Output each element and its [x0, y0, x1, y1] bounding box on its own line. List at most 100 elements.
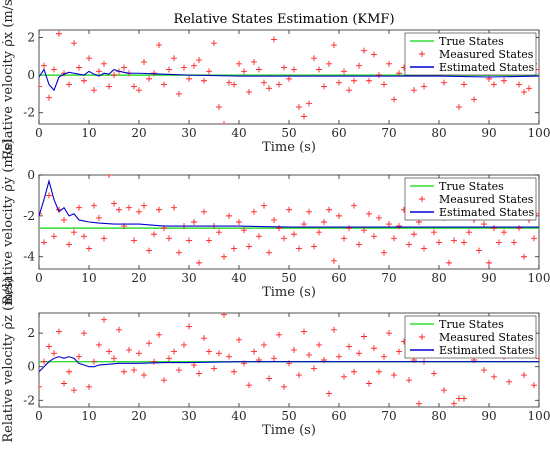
measured-point — [141, 202, 147, 209]
x-tick-label: 100 — [528, 409, 550, 423]
measured-point — [86, 55, 92, 62]
y-tick-label: 2 — [27, 31, 35, 45]
measured-point — [381, 249, 387, 256]
x-tick-label: 70 — [381, 409, 396, 423]
measured-point — [341, 373, 347, 380]
measured-point — [296, 372, 302, 379]
measured-point — [196, 57, 202, 64]
measured-point — [506, 378, 512, 385]
measured-point — [441, 387, 447, 394]
measured-point — [211, 40, 217, 47]
x-tick-label: 30 — [181, 409, 196, 423]
measured-point — [346, 225, 352, 232]
measured-point — [251, 208, 257, 215]
measured-point — [121, 64, 127, 71]
measured-point — [366, 380, 372, 387]
y-tick-label: -2 — [23, 106, 35, 120]
measured-point — [161, 377, 167, 384]
measured-point — [376, 214, 382, 221]
x-tick-label: 90 — [481, 126, 496, 140]
legend-box — [404, 315, 537, 359]
measured-point — [216, 104, 222, 111]
measured-point — [141, 372, 147, 379]
measured-point — [246, 89, 252, 96]
estimated-states-line — [39, 356, 539, 373]
measured-point — [41, 358, 47, 365]
measured-point — [81, 77, 87, 84]
measured-point — [51, 233, 57, 240]
measured-point — [286, 206, 292, 213]
measured-point — [76, 353, 82, 360]
y-axis-label: Relative velocity ρ̇x (m/s) — [1, 0, 16, 160]
measured-point — [326, 60, 332, 67]
x-tick-label: 60 — [331, 271, 346, 285]
measured-point — [356, 62, 362, 69]
measured-point — [461, 81, 467, 88]
measured-point — [196, 259, 202, 266]
measured-point — [406, 241, 412, 248]
measured-point — [156, 331, 162, 338]
measured-point — [161, 81, 167, 88]
measured-point — [91, 87, 97, 94]
measured-point — [156, 206, 162, 213]
measured-point — [146, 340, 152, 347]
measured-point — [206, 237, 212, 244]
measured-point — [56, 328, 62, 335]
measured-point — [91, 358, 97, 365]
legend-entry-label: Measured States — [439, 193, 534, 206]
x-tick-label: 0 — [35, 409, 43, 423]
measured-point — [381, 81, 387, 88]
x-tick-label: 60 — [331, 409, 346, 423]
measured-point — [71, 40, 77, 47]
measured-point — [131, 367, 137, 374]
measured-point — [106, 83, 112, 90]
x-tick-label: 40 — [231, 409, 246, 423]
measured-point — [191, 362, 197, 369]
measured-point — [206, 68, 212, 75]
measured-point — [81, 330, 87, 337]
measured-point — [41, 239, 47, 246]
measured-point — [481, 221, 487, 228]
measured-point — [186, 75, 192, 82]
legend-entry-label: Estimated States — [439, 206, 535, 219]
legend-box — [404, 177, 537, 221]
legend-entry-label: Estimated States — [439, 61, 535, 74]
estimated-states-line — [39, 68, 539, 92]
measured-point — [391, 372, 397, 379]
measured-point — [336, 353, 342, 360]
measured-point — [201, 335, 207, 342]
x-tick-label: 100 — [528, 271, 550, 285]
measured-point — [156, 42, 162, 49]
measured-point — [381, 353, 387, 360]
measured-point — [166, 66, 172, 73]
measured-point — [39, 210, 42, 217]
measured-point — [326, 206, 332, 213]
measured-point — [236, 60, 242, 67]
measured-point — [351, 202, 357, 209]
measured-point — [186, 323, 192, 330]
measured-point — [516, 81, 522, 88]
measured-point — [226, 353, 232, 360]
measured-point — [111, 72, 117, 79]
measured-point — [481, 367, 487, 374]
x-axis-label: Time (s) — [262, 140, 316, 155]
measured-point — [221, 253, 227, 260]
measured-point — [276, 81, 282, 88]
x-tick-label: 80 — [431, 126, 446, 140]
measured-point — [346, 343, 352, 350]
measured-point — [261, 79, 267, 86]
measured-point — [531, 235, 537, 242]
legend-marker-measured — [419, 334, 425, 340]
measured-point — [366, 77, 372, 84]
x-tick-label: 60 — [331, 126, 346, 140]
measured-point — [501, 77, 507, 84]
measured-point — [416, 400, 422, 407]
measured-point — [291, 231, 297, 238]
legend-marker-measured — [419, 196, 425, 202]
measured-point — [266, 249, 272, 256]
panel-2: 0 10 20 30 40 50 60 70 80 90 100 -4 -2 0 Time (s) Relat… — [1, 139, 550, 305]
y-axis-label: Relative velocity ρ̇z (m/s) — [1, 277, 16, 442]
measured-point — [516, 225, 522, 232]
